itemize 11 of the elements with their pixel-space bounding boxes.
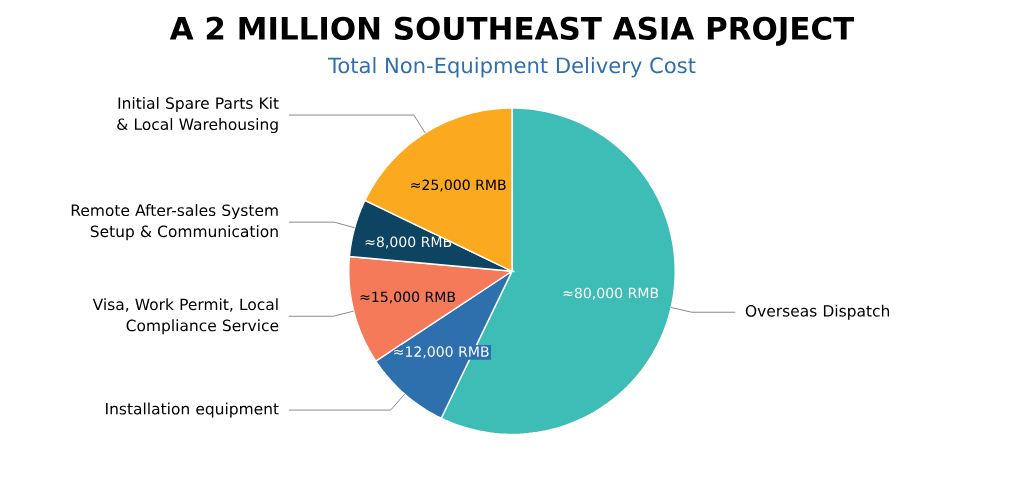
chart-subtitle: Total Non-Equipment Delivery Cost	[327, 57, 696, 78]
slice-label: Visa, Work Permit, Local Compliance Service	[92, 298, 279, 335]
slice-label: Initial Spare Parts Kit & Local Warehousing	[117, 97, 279, 134]
data-label: ≈25,000 RMB	[411, 179, 506, 192]
data-label: ≈15,000 RMB	[360, 291, 456, 304]
data-label: ≈12,000 RMB	[394, 346, 489, 359]
slice-label: Installation equipment	[106, 402, 279, 418]
chart-title: A 2 MILLION SOUTHEAST ASIA PROJECT	[169, 16, 855, 46]
slice-label: Remote After-sales System Setup & Communication	[71, 204, 278, 241]
slice-label: Overseas Dispatch	[745, 304, 890, 320]
data-label: ≈80,000 RMB	[563, 287, 659, 300]
